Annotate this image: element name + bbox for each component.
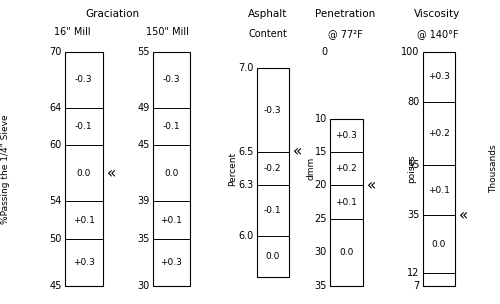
- Text: 6.3: 6.3: [238, 181, 254, 190]
- Text: 10: 10: [315, 114, 327, 123]
- Text: -0.3: -0.3: [162, 75, 180, 84]
- Text: «: «: [293, 144, 302, 160]
- Text: 25: 25: [314, 214, 327, 224]
- Text: 50: 50: [50, 234, 62, 244]
- Text: -0.1: -0.1: [75, 122, 92, 131]
- Text: @ 77²F: @ 77²F: [328, 29, 362, 39]
- Bar: [422, 52, 455, 286]
- Text: 70: 70: [50, 47, 62, 57]
- Text: +0.3: +0.3: [160, 258, 182, 267]
- Text: 7: 7: [413, 281, 420, 291]
- Text: 0.0: 0.0: [266, 252, 280, 261]
- Text: 15: 15: [314, 147, 327, 157]
- Text: 60: 60: [50, 140, 62, 150]
- Text: +0.3: +0.3: [428, 72, 450, 81]
- Text: 100: 100: [401, 47, 419, 57]
- Text: 0.0: 0.0: [164, 169, 178, 178]
- Text: +0.1: +0.1: [73, 216, 94, 225]
- Text: -0.3: -0.3: [75, 75, 92, 84]
- Text: Viscosity: Viscosity: [414, 9, 461, 19]
- Text: 30: 30: [137, 281, 149, 291]
- Text: 55: 55: [407, 160, 420, 170]
- Bar: [330, 119, 362, 286]
- Text: 0: 0: [321, 47, 327, 57]
- Text: 7.0: 7.0: [238, 64, 254, 73]
- Text: +0.2: +0.2: [428, 129, 450, 138]
- Text: «: «: [106, 166, 116, 181]
- Text: -0.2: -0.2: [264, 164, 281, 173]
- Text: 64: 64: [50, 103, 62, 113]
- Text: 150" Mill: 150" Mill: [146, 27, 189, 37]
- Text: Percent: Percent: [228, 152, 237, 186]
- Text: 49: 49: [137, 103, 149, 113]
- Text: 20: 20: [314, 181, 327, 190]
- Bar: [256, 68, 289, 278]
- Text: «: «: [459, 208, 468, 223]
- Text: -0.3: -0.3: [264, 106, 281, 115]
- Text: 54: 54: [50, 196, 62, 206]
- Text: 55: 55: [137, 47, 149, 57]
- Text: +0.1: +0.1: [160, 216, 182, 225]
- Text: 12: 12: [407, 268, 420, 278]
- Text: Penetration: Penetration: [315, 9, 375, 19]
- Text: Thousands: Thousands: [490, 144, 498, 193]
- Text: +0.3: +0.3: [336, 131, 357, 140]
- Text: dmm: dmm: [306, 157, 316, 180]
- Text: -0.1: -0.1: [162, 122, 180, 131]
- Text: «: «: [366, 178, 376, 193]
- Text: 80: 80: [407, 97, 420, 107]
- Text: +0.3: +0.3: [73, 258, 94, 267]
- Text: -0.1: -0.1: [264, 206, 281, 215]
- Text: 35: 35: [407, 210, 420, 220]
- Text: Asphalt: Asphalt: [248, 9, 287, 19]
- Text: 45: 45: [137, 140, 149, 150]
- Text: +0.1: +0.1: [336, 198, 357, 207]
- Text: 35: 35: [137, 234, 149, 244]
- Text: 0.0: 0.0: [432, 240, 446, 249]
- Text: 39: 39: [137, 196, 149, 206]
- Text: +0.2: +0.2: [336, 164, 357, 173]
- Text: 30: 30: [315, 247, 327, 257]
- Text: 16" Mill: 16" Mill: [54, 27, 91, 37]
- Text: 35: 35: [314, 281, 327, 291]
- Text: 0.0: 0.0: [76, 169, 91, 178]
- Text: 45: 45: [50, 281, 62, 291]
- Text: 6.0: 6.0: [238, 231, 254, 240]
- Text: 6.5: 6.5: [238, 147, 254, 157]
- Text: +0.1: +0.1: [428, 186, 450, 195]
- Bar: [152, 52, 190, 286]
- Text: 0.0: 0.0: [339, 248, 353, 257]
- Text: Graciation: Graciation: [86, 9, 140, 19]
- Text: poises: poises: [407, 154, 416, 183]
- Bar: [65, 52, 102, 286]
- Text: @ 140°F: @ 140°F: [417, 29, 458, 39]
- Text: Content: Content: [248, 29, 287, 39]
- Text: %Passing the 1/4" Sieve: %Passing the 1/4" Sieve: [2, 114, 11, 223]
